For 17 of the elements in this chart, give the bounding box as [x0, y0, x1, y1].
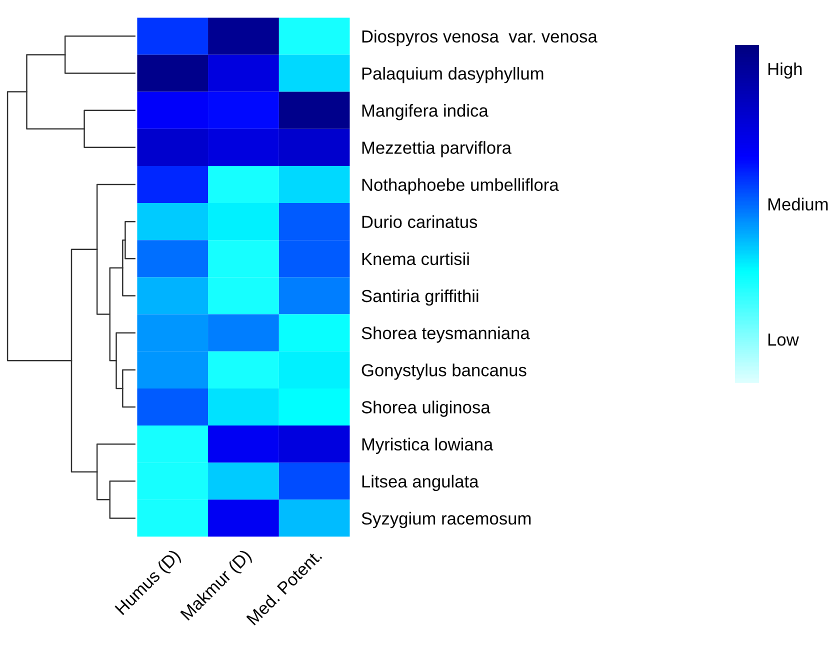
- y-tick-label: Knema curtisii: [362, 252, 469, 266]
- y-tick-label: Shorea uliginosa: [362, 400, 490, 417]
- y-tick-label: Palaquium dasyphyllum: [362, 66, 544, 84]
- color-bar-label: High: [768, 62, 802, 79]
- y-tick-label: Shorea teysmanniana: [362, 326, 530, 343]
- y-tick-label: Myristica lowiana: [362, 438, 494, 454]
- y-tick-label: Litsea angulata: [362, 474, 479, 492]
- y-tick-label: Mezzettia parviflora: [362, 141, 512, 158]
- y-tick-label: Mangifera indica: [362, 104, 488, 120]
- y-tick-label: Syzygium racemosum: [362, 512, 531, 528]
- color-bar-label: Medium: [768, 198, 828, 210]
- y-tick-label: Gonystylus bancanus: [362, 364, 526, 380]
- y-tick-label: Santiria griffithii: [362, 289, 478, 306]
- y-tick-label: Durio carinatus: [362, 215, 478, 228]
- y-tick-label: Nothaphoebe umbelliflora: [362, 178, 559, 194]
- color-bar-label: Low: [768, 334, 799, 346]
- y-tick-label: Diospyros venosa var. venosa: [362, 30, 598, 46]
